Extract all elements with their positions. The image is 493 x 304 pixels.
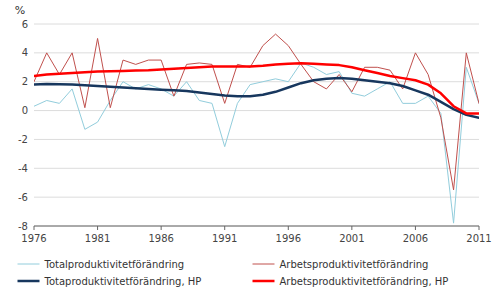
x-tick <box>479 226 480 230</box>
x-tick-label: 2001 <box>339 233 364 244</box>
x-tick <box>224 226 225 230</box>
y-tick-label: -2 <box>18 134 28 145</box>
grid-line <box>34 24 479 25</box>
x-tick <box>161 226 162 230</box>
x-tick-label: 1996 <box>276 233 301 244</box>
y-tick-label: 0 <box>22 105 28 116</box>
x-tick-label: 1986 <box>148 233 173 244</box>
y-tick-label: -6 <box>18 192 28 203</box>
x-tick-label: 2006 <box>403 233 428 244</box>
grid-line <box>34 226 479 227</box>
y-tick-label: -4 <box>18 163 28 174</box>
legend-swatch <box>253 264 275 265</box>
legend-label: Totalproduktivitetförändring <box>44 259 185 270</box>
x-tick <box>34 226 35 230</box>
legend-swatch <box>18 280 40 283</box>
x-tick-label: 2011 <box>466 233 491 244</box>
grid-line <box>34 81 479 82</box>
x-tick-label: 1991 <box>212 233 237 244</box>
legend-swatch <box>18 264 40 265</box>
legend-swatch <box>253 280 275 283</box>
series-line <box>34 63 479 113</box>
x-tick-label: 1981 <box>85 233 110 244</box>
y-axis: -8 -6 -4 -2 0 2 4 6 <box>18 19 479 232</box>
x-tick <box>288 226 289 230</box>
y-axis-label: % <box>15 4 25 17</box>
y-tick-label: -8 <box>18 221 28 232</box>
y-tick-label: 2 <box>22 76 28 87</box>
x-tick <box>97 226 98 230</box>
grid-line <box>34 168 479 169</box>
lines <box>34 34 479 223</box>
grid-line <box>34 139 479 140</box>
grid-line <box>34 197 479 198</box>
y-tick-label: 6 <box>22 19 28 30</box>
x-tick-label: 1976 <box>21 233 46 244</box>
series-line <box>34 78 479 118</box>
x-tick <box>351 226 352 230</box>
legend-label: Arbetsproduktivitetförändring, HP <box>280 276 449 287</box>
series-line <box>34 63 479 223</box>
series-line <box>34 34 479 190</box>
legend: Totalproduktivitetförändring Totaprodukti… <box>18 259 449 287</box>
x-axis-line <box>34 226 479 227</box>
x-tick <box>415 226 416 230</box>
x-axis: 1976 1981 1986 1991 1996 2001 2006 2011 <box>21 226 491 244</box>
grid-line <box>34 110 479 111</box>
y-tick-label: 4 <box>22 47 28 58</box>
legend-label: Totaproduktivitetförändring, HP <box>44 276 202 287</box>
legend-label: Arbetsproduktivitetförändring <box>280 259 429 270</box>
chart: -8 -6 -4 -2 0 2 4 6% 1976 1981 1986 1991 1996 2001 200… <box>0 0 493 304</box>
